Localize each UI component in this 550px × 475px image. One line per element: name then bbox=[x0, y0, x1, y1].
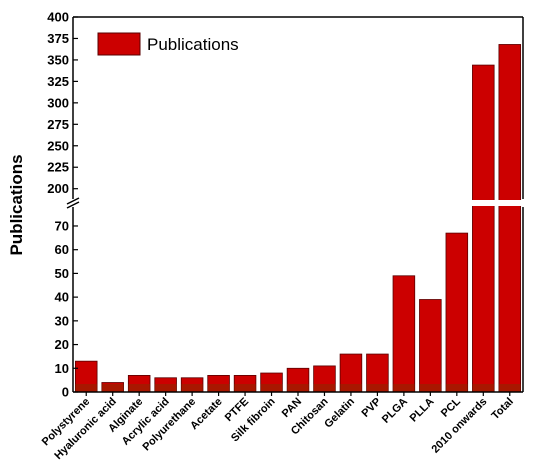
bar-base-shade bbox=[128, 384, 151, 392]
bar-base-shade bbox=[260, 384, 283, 392]
bar-base-shade bbox=[366, 384, 389, 392]
y-tick-label: 350 bbox=[47, 52, 69, 67]
bars-group bbox=[74, 44, 522, 393]
axis-break-mark-bottom bbox=[66, 201, 80, 209]
bar-base-shade bbox=[207, 384, 230, 392]
x-tick-label: Gelatin bbox=[322, 395, 357, 430]
y-tick-label: 275 bbox=[47, 117, 69, 132]
y-tick-label: 325 bbox=[47, 74, 69, 89]
bar-base-shade bbox=[181, 384, 203, 392]
bar-base-shade bbox=[498, 384, 521, 392]
x-tick-label: PLGA bbox=[380, 396, 410, 426]
y-tick-label: 20 bbox=[55, 337, 69, 352]
bar-base-shade bbox=[472, 384, 495, 392]
bar-base-shade bbox=[234, 384, 256, 392]
axis-break-mark-top bbox=[66, 197, 80, 205]
bar-base-shade bbox=[419, 384, 442, 392]
axes-group bbox=[66, 16, 525, 393]
bar-base-shade bbox=[393, 384, 415, 392]
bar-base-shade bbox=[340, 384, 362, 392]
y-tick-label: 70 bbox=[55, 218, 69, 233]
bar-2010-onwards bbox=[472, 64, 495, 393]
y-tick-label: 200 bbox=[47, 181, 69, 196]
y-tick-label: 60 bbox=[55, 242, 69, 257]
legend-swatch bbox=[97, 32, 141, 56]
y-tick-label: 0 bbox=[62, 385, 69, 400]
legend: Publications bbox=[97, 32, 239, 56]
y-tick-label: 300 bbox=[47, 95, 69, 110]
axis-break-gap bbox=[71, 200, 525, 206]
bar-base-shade bbox=[287, 384, 309, 392]
bar-total bbox=[498, 44, 522, 393]
bar-base-shade bbox=[313, 384, 336, 392]
bar-base-shade bbox=[75, 384, 98, 392]
y-axis-label: Publications bbox=[7, 154, 26, 255]
x-tick-label: Total bbox=[489, 396, 515, 422]
y-tick-label: 375 bbox=[47, 31, 69, 46]
bar-base-shade bbox=[101, 384, 124, 392]
y-tick-label: 10 bbox=[55, 361, 69, 376]
bar-plga bbox=[392, 275, 416, 393]
legend-label: Publications bbox=[147, 35, 239, 54]
x-tick-label: PLLA bbox=[408, 396, 437, 425]
bar-base-shade bbox=[445, 384, 468, 392]
y-tick-label: 225 bbox=[47, 160, 69, 175]
bar-plla bbox=[419, 299, 442, 393]
y-tick-label: 250 bbox=[47, 138, 69, 153]
y-tick-label: 400 bbox=[47, 10, 69, 25]
y-tick-label: 40 bbox=[55, 290, 69, 305]
bar-base-shade bbox=[154, 384, 177, 392]
bar-pcl bbox=[445, 232, 469, 393]
y-tick-label: 30 bbox=[55, 313, 69, 328]
y-tick-label: 50 bbox=[55, 266, 69, 281]
y-ticks-group: 0 10 20 30 40 50 60 70 200 225 250 275 300 325 350 375 4… bbox=[47, 10, 78, 400]
